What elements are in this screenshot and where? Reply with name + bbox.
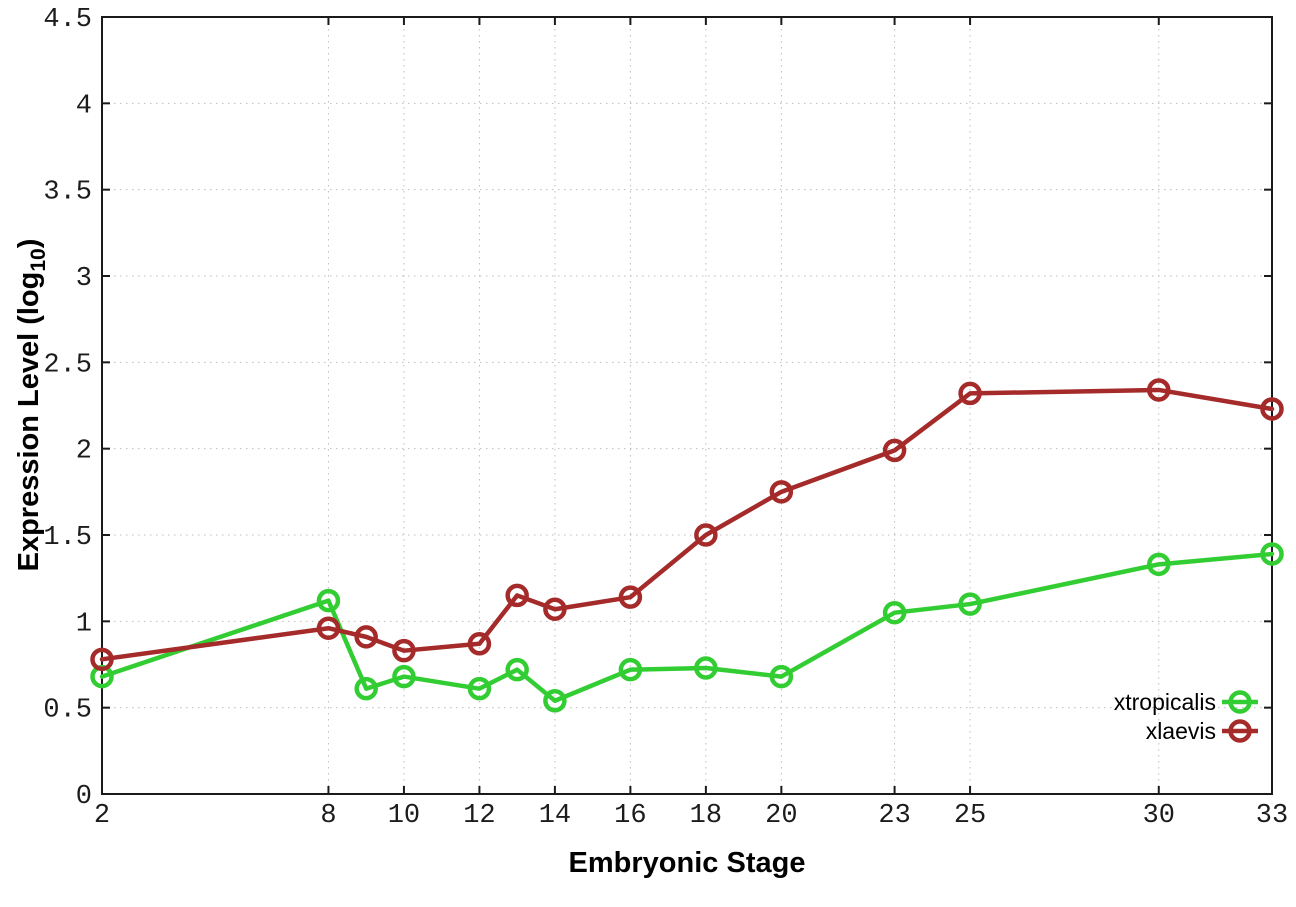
x-tick-label: 20 xyxy=(765,801,797,831)
y-tick-label: 2.5 xyxy=(43,350,92,380)
gridlines xyxy=(102,17,1272,794)
legend-entry-xtropicalis: xtropicalis xyxy=(1114,689,1258,715)
data-point-marker xyxy=(882,600,907,625)
data-series xyxy=(90,378,1284,713)
data-point-marker xyxy=(958,381,982,406)
data-point-marker xyxy=(618,585,643,609)
series-xlaevis xyxy=(90,378,1284,672)
y-tick-label: 0 xyxy=(76,782,92,812)
y-tick-label: 2 xyxy=(76,437,92,467)
data-point-marker xyxy=(467,676,492,701)
y-tick-label: 3.5 xyxy=(43,178,92,208)
x-tick-label: 8 xyxy=(320,801,336,831)
data-point-marker xyxy=(1260,397,1284,421)
x-tick-label: 23 xyxy=(878,801,910,831)
legend-entry-xlaevis: xlaevis xyxy=(1146,718,1258,744)
data-point-marker xyxy=(543,597,567,621)
x-tick-label: 16 xyxy=(614,801,646,831)
y-tick-label: 1 xyxy=(76,609,92,639)
data-point-marker xyxy=(505,583,529,608)
legend-marker xyxy=(1228,719,1252,743)
data-point-marker xyxy=(354,625,378,649)
legend: xtropicalis xlaevis xyxy=(1114,689,1258,744)
x-axis-label: Embryonic Stage xyxy=(569,847,806,879)
x-tick-label: 12 xyxy=(463,801,495,831)
x-tick-label: 25 xyxy=(954,801,986,831)
data-point-marker xyxy=(1147,552,1171,577)
x-tick-label: 2 xyxy=(94,801,110,831)
data-point-marker xyxy=(505,657,529,682)
legend-marker xyxy=(1228,690,1252,714)
data-point-marker xyxy=(392,638,416,663)
data-point-marker xyxy=(467,632,492,656)
data-point-marker xyxy=(958,592,982,616)
data-point-marker xyxy=(392,664,416,689)
x-tick-label: 30 xyxy=(1143,801,1175,831)
data-point-marker xyxy=(694,523,718,547)
data-point-marker xyxy=(1147,378,1171,402)
data-point-marker xyxy=(316,588,341,613)
y-tick-label: 1.5 xyxy=(43,523,92,553)
x-tick-label: 18 xyxy=(690,801,722,831)
y-tick-label: 0.5 xyxy=(43,696,92,726)
data-point-marker xyxy=(316,616,341,640)
series-line-xlaevis xyxy=(99,387,1275,662)
y-tick-label: 3 xyxy=(76,264,92,294)
x-tick-label: 10 xyxy=(388,801,420,831)
legend-label: xlaevis xyxy=(1146,718,1216,744)
data-point-marker xyxy=(618,657,643,682)
data-point-marker xyxy=(882,438,907,463)
y-axis-label: Expression Level (log10) xyxy=(13,239,50,572)
y-tick-label: 4 xyxy=(76,91,92,121)
x-tick-label: 33 xyxy=(1256,801,1288,831)
data-point-marker xyxy=(543,689,567,713)
x-tick-label: 14 xyxy=(539,801,571,831)
data-point-marker xyxy=(769,480,794,504)
data-point-marker xyxy=(1260,542,1284,566)
x-tick-labels: 2 8 10 12 14 16 18 20 23 25 30 33 xyxy=(94,801,1288,831)
data-point-marker xyxy=(90,647,114,672)
plot-border xyxy=(101,16,1273,795)
series-xtropicalis xyxy=(90,542,1284,713)
y-tick-labels: 0 0.5 1 1.5 2 2.5 3 3.5 4 4.5 xyxy=(43,5,92,812)
axis-ticks xyxy=(101,16,1273,795)
legend-label: xtropicalis xyxy=(1114,689,1216,715)
y-tick-label: 4.5 xyxy=(43,5,92,35)
data-point-marker xyxy=(694,656,718,680)
data-point-marker xyxy=(354,676,378,701)
data-point-marker xyxy=(769,664,794,689)
series-line-xtropicalis xyxy=(99,551,1275,704)
